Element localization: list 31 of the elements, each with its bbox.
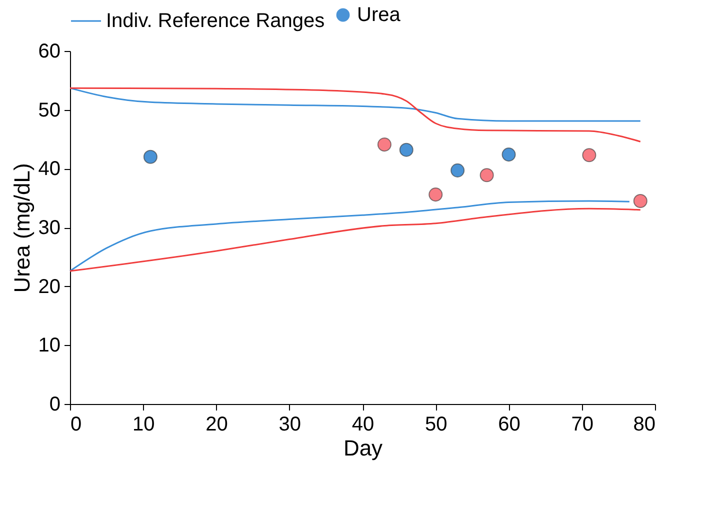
x-tick-label: 30 [278, 414, 301, 436]
y-tick-label: 10 [38, 334, 60, 357]
point [428, 188, 443, 202]
line-series [69, 87, 642, 142]
y-tick-label: 0 [49, 394, 60, 416]
x-tick-label: 40 [352, 414, 374, 436]
point [480, 168, 494, 182]
x-axis-title: Day [343, 436, 383, 460]
point [502, 148, 516, 162]
y-tick-label: 30 [38, 217, 60, 239]
y-tick-label: 50 [38, 99, 60, 122]
point [143, 150, 158, 164]
y-tick-label: 40 [38, 158, 60, 180]
x-tick-label: 0 [70, 414, 82, 436]
line-series [69, 87, 642, 122]
x-tick-label: 10 [132, 414, 155, 436]
point [582, 148, 596, 162]
point [399, 142, 414, 157]
legend-label: Indiv. Reference Ranges [106, 10, 325, 32]
x-tick-label: 20 [206, 414, 228, 436]
y-axis-title: Urea (mg/dL) [9, 163, 34, 293]
point [377, 138, 392, 152]
point [450, 163, 465, 178]
x-tick-label: 80 [633, 414, 656, 436]
point [633, 194, 648, 208]
y-tick-label: 20 [38, 276, 60, 298]
x-tick-label: 50 [425, 414, 448, 436]
y-tick-label: 60 [38, 40, 60, 62]
legend-label: Urea [357, 4, 402, 26]
x-tick-label: 70 [571, 414, 594, 436]
x-tick-label: 60 [498, 414, 520, 436]
